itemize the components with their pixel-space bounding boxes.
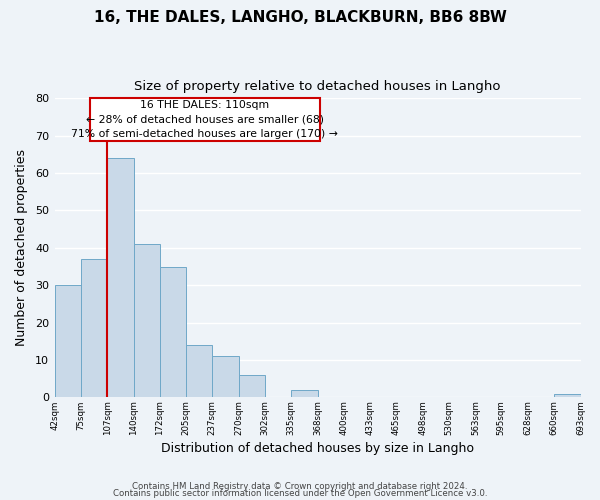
- Bar: [292, 390, 318, 398]
- Title: Size of property relative to detached houses in Langho: Size of property relative to detached ho…: [134, 80, 501, 93]
- Bar: [554, 394, 581, 398]
- Text: 71% of semi-detached houses are larger (170) →: 71% of semi-detached houses are larger (…: [71, 129, 338, 139]
- Text: 16, THE DALES, LANGHO, BLACKBURN, BB6 8BW: 16, THE DALES, LANGHO, BLACKBURN, BB6 8B…: [94, 10, 506, 25]
- Y-axis label: Number of detached properties: Number of detached properties: [15, 150, 28, 346]
- Bar: [134, 244, 160, 398]
- Text: 16 THE DALES: 110sqm: 16 THE DALES: 110sqm: [140, 100, 269, 110]
- Text: Contains public sector information licensed under the Open Government Licence v3: Contains public sector information licen…: [113, 490, 487, 498]
- Text: Contains HM Land Registry data © Crown copyright and database right 2024.: Contains HM Land Registry data © Crown c…: [132, 482, 468, 491]
- FancyBboxPatch shape: [90, 98, 320, 142]
- Bar: [212, 356, 239, 398]
- Bar: [160, 266, 186, 398]
- Bar: [186, 345, 212, 398]
- Bar: [107, 158, 134, 398]
- Bar: [81, 259, 107, 398]
- Text: ← 28% of detached houses are smaller (68): ← 28% of detached houses are smaller (68…: [86, 114, 324, 124]
- X-axis label: Distribution of detached houses by size in Langho: Distribution of detached houses by size …: [161, 442, 474, 455]
- Bar: [239, 375, 265, 398]
- Bar: [55, 286, 81, 398]
